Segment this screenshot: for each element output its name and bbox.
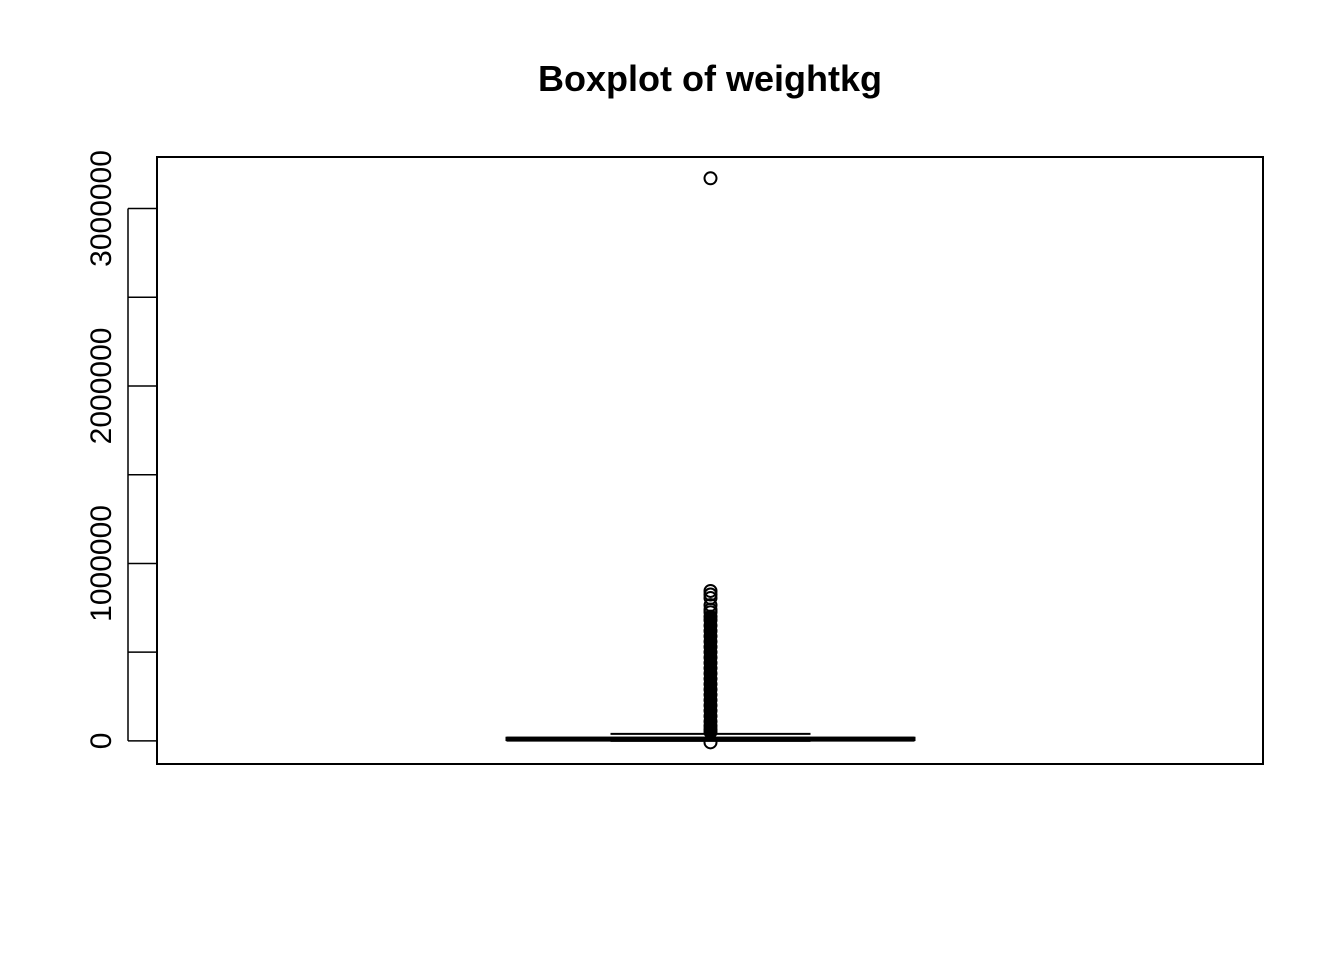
chart-title: Boxplot of weightkg [538,58,882,99]
outlier-point-21 [703,682,718,697]
outlier-point-19 [703,671,718,686]
y-axis: 0 1000000 2000000 3000000 [85,150,156,749]
plot-frame [156,156,1264,765]
outlier-point-9 [703,618,718,633]
y-tick-label-2: 1000000 [85,505,118,622]
y-tick-label-6: 3000000 [85,150,118,267]
outlier-point-16 [703,655,718,670]
outlier-point-10 [703,623,718,638]
y-tick-label-4: 2000000 [85,328,118,445]
outlier-point-11 [703,629,718,644]
outlier-point-31 [703,735,718,750]
outlier-point-24 [703,698,718,713]
outlier-point-12 [703,634,718,649]
outlier-point-18 [703,666,718,681]
outlier-point-13 [703,639,718,654]
outlier-point-26 [703,709,718,724]
outlier-point-6 [703,605,718,620]
outlier-point-30 [703,725,718,740]
outlier-point-23 [703,693,718,708]
outlier-point-15 [703,650,718,665]
outlier-point-25 [703,703,718,718]
outlier-layer [703,171,718,750]
outlier-point-0 [703,171,718,186]
outlier-point-20 [703,677,718,692]
outlier-point-27 [703,714,718,729]
outlier-point-8 [703,613,718,628]
outlier-point-22 [703,687,718,702]
outlier-point-14 [703,645,718,660]
outlier-point-17 [703,661,718,676]
y-tick-label-0: 0 [85,733,118,750]
